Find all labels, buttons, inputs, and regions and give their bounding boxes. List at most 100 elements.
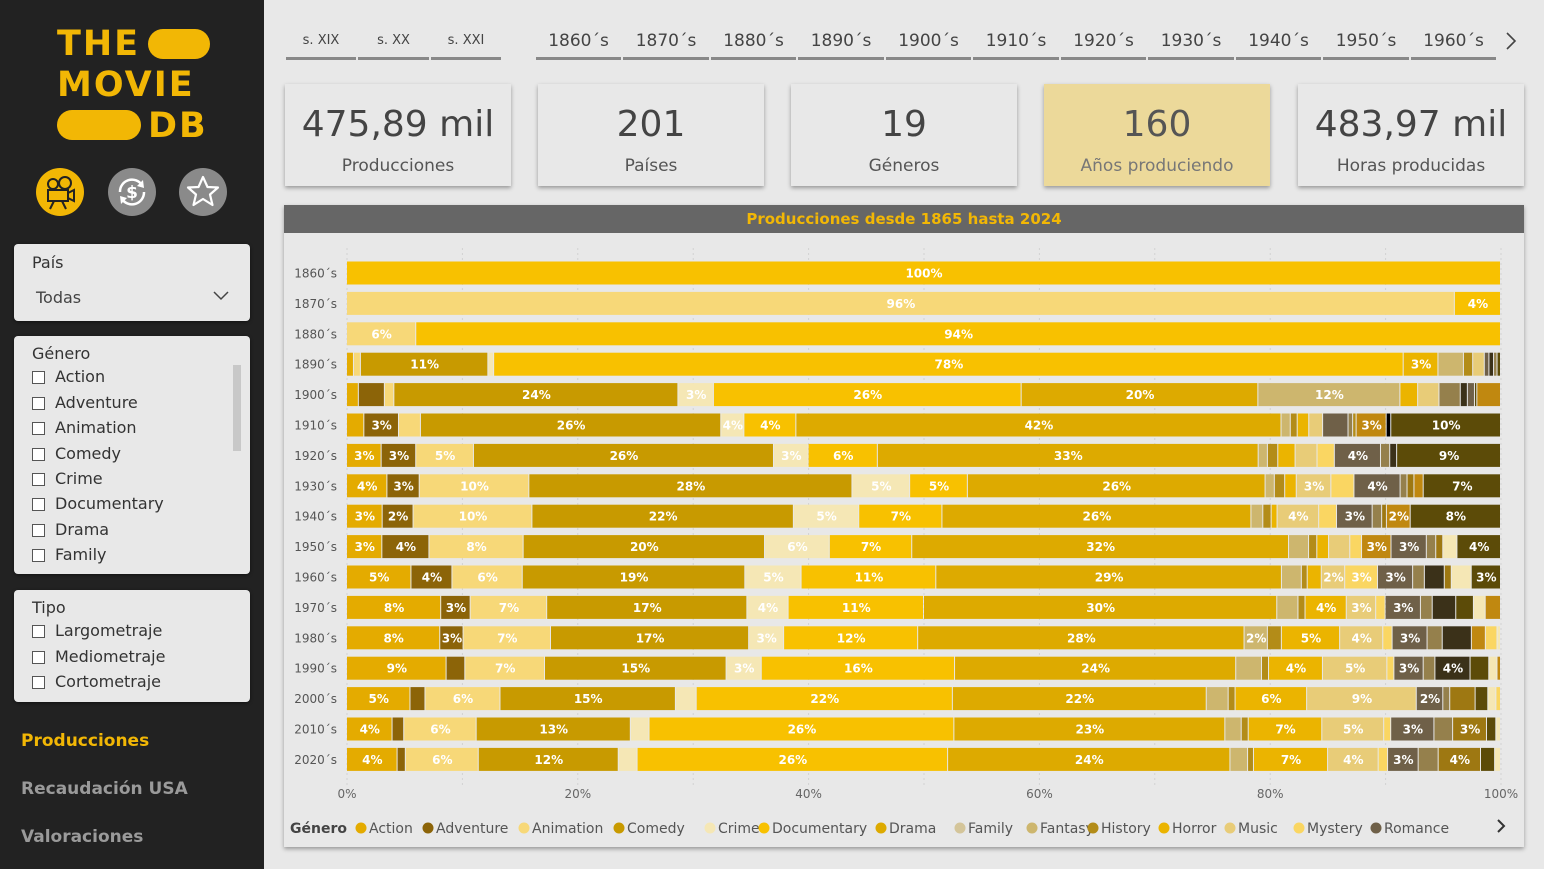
bar-segment[interactable] <box>967 474 1265 498</box>
chevron-right-icon[interactable] <box>1505 31 1517 51</box>
legend-item[interactable]: Animation <box>532 821 603 837</box>
bar-segment[interactable] <box>1413 565 1424 589</box>
bar-segment[interactable] <box>726 656 761 680</box>
page-link-producciones[interactable]: Producciones <box>21 731 150 751</box>
bar-segment[interactable] <box>1496 687 1500 711</box>
bar-segment[interactable] <box>452 565 522 589</box>
bar-segment[interactable] <box>955 656 1236 680</box>
bar-segment[interactable] <box>416 443 473 467</box>
bar-segment[interactable] <box>745 565 801 589</box>
bar-segment[interactable] <box>1235 687 1307 711</box>
bar-segment[interactable] <box>1481 747 1495 771</box>
bar-segment[interactable] <box>1271 504 1277 528</box>
bar-segment[interactable] <box>1244 626 1267 650</box>
tab-decade[interactable]: 1860´s <box>536 20 621 60</box>
bar-segment[interactable] <box>1356 413 1386 437</box>
bar-segment[interactable] <box>547 595 747 619</box>
bar-segment[interactable] <box>918 626 1244 650</box>
bar-segment[interactable] <box>1444 565 1451 589</box>
bar-segment[interactable] <box>1435 656 1470 680</box>
bar-segment[interactable] <box>1456 595 1473 619</box>
bar-segment[interactable] <box>347 291 1454 315</box>
bar-segment[interactable] <box>476 717 630 741</box>
bar-segment[interactable] <box>550 626 749 650</box>
kpi-card-anos[interactable]: 160 Años produciendo <box>1044 84 1270 186</box>
bar-segment[interactable] <box>1258 383 1400 407</box>
chevron-down-icon[interactable] <box>213 291 229 301</box>
bar-segment[interactable] <box>1443 687 1450 711</box>
bar-segment[interactable] <box>910 474 967 498</box>
bar-segment[interactable] <box>649 717 954 741</box>
bar-segment[interactable] <box>1305 595 1346 619</box>
bar-segment[interactable] <box>387 474 419 498</box>
bar-segment[interactable] <box>1309 535 1317 559</box>
genre-option[interactable]: Adventure <box>32 393 138 413</box>
bar-segment[interactable] <box>364 413 398 437</box>
bar-segment[interactable] <box>924 595 1277 619</box>
page-link-valoraciones[interactable]: Valoraciones <box>21 827 144 847</box>
bar-segment[interactable] <box>347 261 1500 285</box>
genre-option[interactable]: Crime <box>32 469 103 489</box>
bar-segment[interactable] <box>382 535 429 559</box>
bar-segment[interactable] <box>1497 352 1500 376</box>
bar-segment[interactable] <box>1467 383 1474 407</box>
bar-segment[interactable] <box>532 504 793 528</box>
bar-segment[interactable] <box>936 565 1281 589</box>
bar-segment[interactable] <box>347 322 416 346</box>
bar-segment[interactable] <box>522 565 745 589</box>
bar-segment[interactable] <box>413 504 532 528</box>
bar-segment[interactable] <box>713 383 1021 407</box>
bar-segment[interactable] <box>1386 413 1391 437</box>
genre-option[interactable]: Drama <box>32 520 109 540</box>
bar-segment[interactable] <box>1269 656 1322 680</box>
bar-segment[interactable] <box>1454 291 1500 315</box>
bar-segment[interactable] <box>1340 626 1383 650</box>
bar-segment[interactable] <box>1278 443 1295 467</box>
bar-segment[interactable] <box>347 535 382 559</box>
bar-segment[interactable] <box>1206 687 1228 711</box>
bar-segment[interactable] <box>347 383 358 407</box>
checkbox[interactable] <box>32 422 45 435</box>
bar-segment[interactable] <box>1392 626 1427 650</box>
legend-item[interactable]: Family <box>968 821 1013 837</box>
bar-segment[interactable] <box>1301 565 1307 589</box>
kpi-card-producciones[interactable]: 475,89 mil Producciones <box>285 84 511 186</box>
bar-segment[interactable] <box>360 352 488 376</box>
bar-segment[interactable] <box>1485 626 1497 650</box>
checkbox[interactable] <box>32 397 45 410</box>
bar-segment[interactable] <box>463 626 550 650</box>
bar-segment[interactable] <box>721 413 744 437</box>
bar-segment[interactable] <box>1265 474 1274 498</box>
bar-segment[interactable] <box>1274 474 1285 498</box>
bar-segment[interactable] <box>529 474 852 498</box>
bar-segment[interactable] <box>1497 626 1500 650</box>
bar-segment[interactable] <box>1384 717 1391 741</box>
bar-segment[interactable] <box>1473 352 1484 376</box>
bar-segment[interactable] <box>954 717 1225 741</box>
star-icon[interactable] <box>179 168 227 216</box>
bar-segment[interactable] <box>877 443 1258 467</box>
bar-segment[interactable] <box>1298 595 1305 619</box>
country-dropdown-value[interactable]: Todas <box>36 288 82 307</box>
bar-segment[interactable] <box>1403 352 1438 376</box>
bar-segment[interactable] <box>1290 413 1297 437</box>
bar-segment[interactable] <box>1400 383 1418 407</box>
legend-item[interactable]: Action <box>369 821 413 837</box>
bar-segment[interactable] <box>392 717 404 741</box>
bar-segment[interactable] <box>347 565 411 589</box>
bar-segment[interactable] <box>773 443 808 467</box>
checkbox[interactable] <box>32 524 45 537</box>
bar-segment[interactable] <box>1495 747 1500 771</box>
bar-segment[interactable] <box>419 474 529 498</box>
tab-decade[interactable]: 1950´s <box>1323 20 1409 60</box>
bar-segment[interactable] <box>1474 383 1477 407</box>
bar-segment[interactable] <box>637 747 948 771</box>
bar-segment[interactable] <box>1423 474 1500 498</box>
bar-segment[interactable] <box>696 687 952 711</box>
type-option[interactable]: Largometraje <box>32 621 162 641</box>
bar-segment[interactable] <box>829 535 912 559</box>
bar-segment[interactable] <box>1319 504 1336 528</box>
checkbox[interactable] <box>32 498 45 511</box>
bar-segment[interactable] <box>404 717 476 741</box>
bar-segment[interactable] <box>1348 413 1353 437</box>
